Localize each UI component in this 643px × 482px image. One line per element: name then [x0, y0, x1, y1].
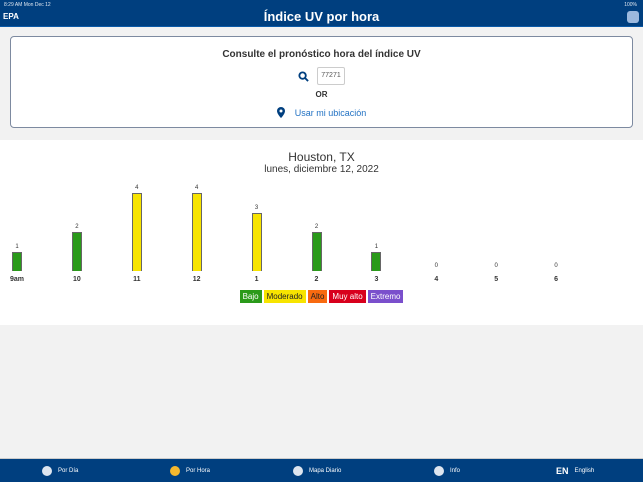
hour-label: 5	[494, 276, 499, 283]
uv-value-label: 0	[554, 263, 558, 269]
uv-value-label: 4	[195, 185, 199, 192]
search-icon[interactable]	[298, 70, 309, 82]
uv-legend: Bajo Moderado Alto Muy alto Extremo	[0, 290, 643, 303]
use-location-label: Usar mi ubicación	[294, 107, 367, 118]
tab-por-hora[interactable]: Por Hora	[170, 466, 210, 476]
legend-item: Moderado	[263, 290, 306, 303]
uv-bar	[191, 193, 202, 271]
legend-item: Extremo	[367, 290, 404, 303]
language-icon: EN	[556, 466, 569, 476]
hour-label: 11	[133, 276, 141, 283]
globe-icon[interactable]	[627, 11, 639, 23]
city-name: Houston, TX	[288, 150, 355, 164]
epa-logo: EPA	[3, 12, 19, 21]
tab-label: English	[574, 468, 595, 474]
page-title: Índice UV por hora	[263, 9, 380, 24]
tab-label: Por Hora	[186, 468, 211, 474]
tab-label: Mapa Diario	[309, 468, 342, 474]
forecast-date: lunes, diciembre 12, 2022	[264, 164, 379, 175]
uv-value-label: 3	[254, 204, 259, 211]
search-card: Consulte el pronóstico hora del índice U…	[10, 36, 633, 128]
uv-bar	[131, 193, 142, 271]
uv-bar	[71, 232, 82, 271]
hour-label: 3	[374, 276, 379, 283]
uv-value-label: 2	[75, 224, 79, 231]
clock-icon	[170, 466, 180, 476]
forecast-panel: Houston, TX lunes, diciembre 12, 2022 Ba…	[0, 140, 643, 325]
hour-label: 2	[314, 276, 319, 283]
uv-value-label: 4	[135, 185, 139, 192]
uv-value-label: 1	[15, 243, 19, 250]
gear-sun-icon	[42, 466, 52, 476]
uv-bar	[371, 251, 382, 271]
info-icon	[434, 466, 444, 476]
hour-label: 4	[434, 276, 439, 283]
tab-info[interactable]: Info	[434, 466, 460, 476]
uv-bar	[311, 232, 322, 271]
uv-bar	[251, 212, 262, 271]
use-location-button[interactable]: Usar mi ubicación	[11, 107, 632, 118]
top-bar: 8:29 AM Mon Dec 12 100% EPA Índice UV po…	[0, 0, 643, 27]
hour-label: 10	[72, 276, 81, 283]
status-time: 8:29 AM Mon Dec 12	[4, 2, 51, 8]
search-heading: Consulte el pronóstico hora del índice U…	[222, 49, 421, 60]
tab-bar: Por Día Por Hora Mapa Diario Info EN English	[0, 458, 643, 482]
uv-value-label: 2	[314, 224, 319, 231]
tab-mapa-diario[interactable]: Mapa Diario	[293, 466, 341, 476]
zip-input[interactable]: 77271	[317, 67, 345, 85]
uv-bar	[12, 251, 22, 271]
legend-item: Alto	[307, 290, 328, 303]
uv-value-label: 0	[494, 263, 498, 269]
legend-item: Muy alto	[329, 290, 366, 303]
hour-label: 1	[254, 276, 259, 283]
tab-por-día[interactable]: Por Día	[42, 466, 78, 476]
legend-item: Bajo	[239, 290, 262, 303]
uv-value-label: 0	[434, 263, 438, 269]
uv-value-label: 1	[374, 243, 379, 250]
globe-icon	[293, 466, 303, 476]
tab-english[interactable]: EN English	[556, 466, 594, 476]
hour-label: 6	[554, 276, 559, 283]
hour-label: 9am	[9, 276, 24, 283]
or-label: OR	[315, 90, 328, 99]
tab-label: Info	[450, 468, 461, 474]
tab-label: Por Día	[58, 468, 79, 474]
location-pin-icon	[276, 107, 285, 118]
status-battery: 100%	[624, 2, 637, 8]
hour-label: 12	[192, 276, 201, 283]
